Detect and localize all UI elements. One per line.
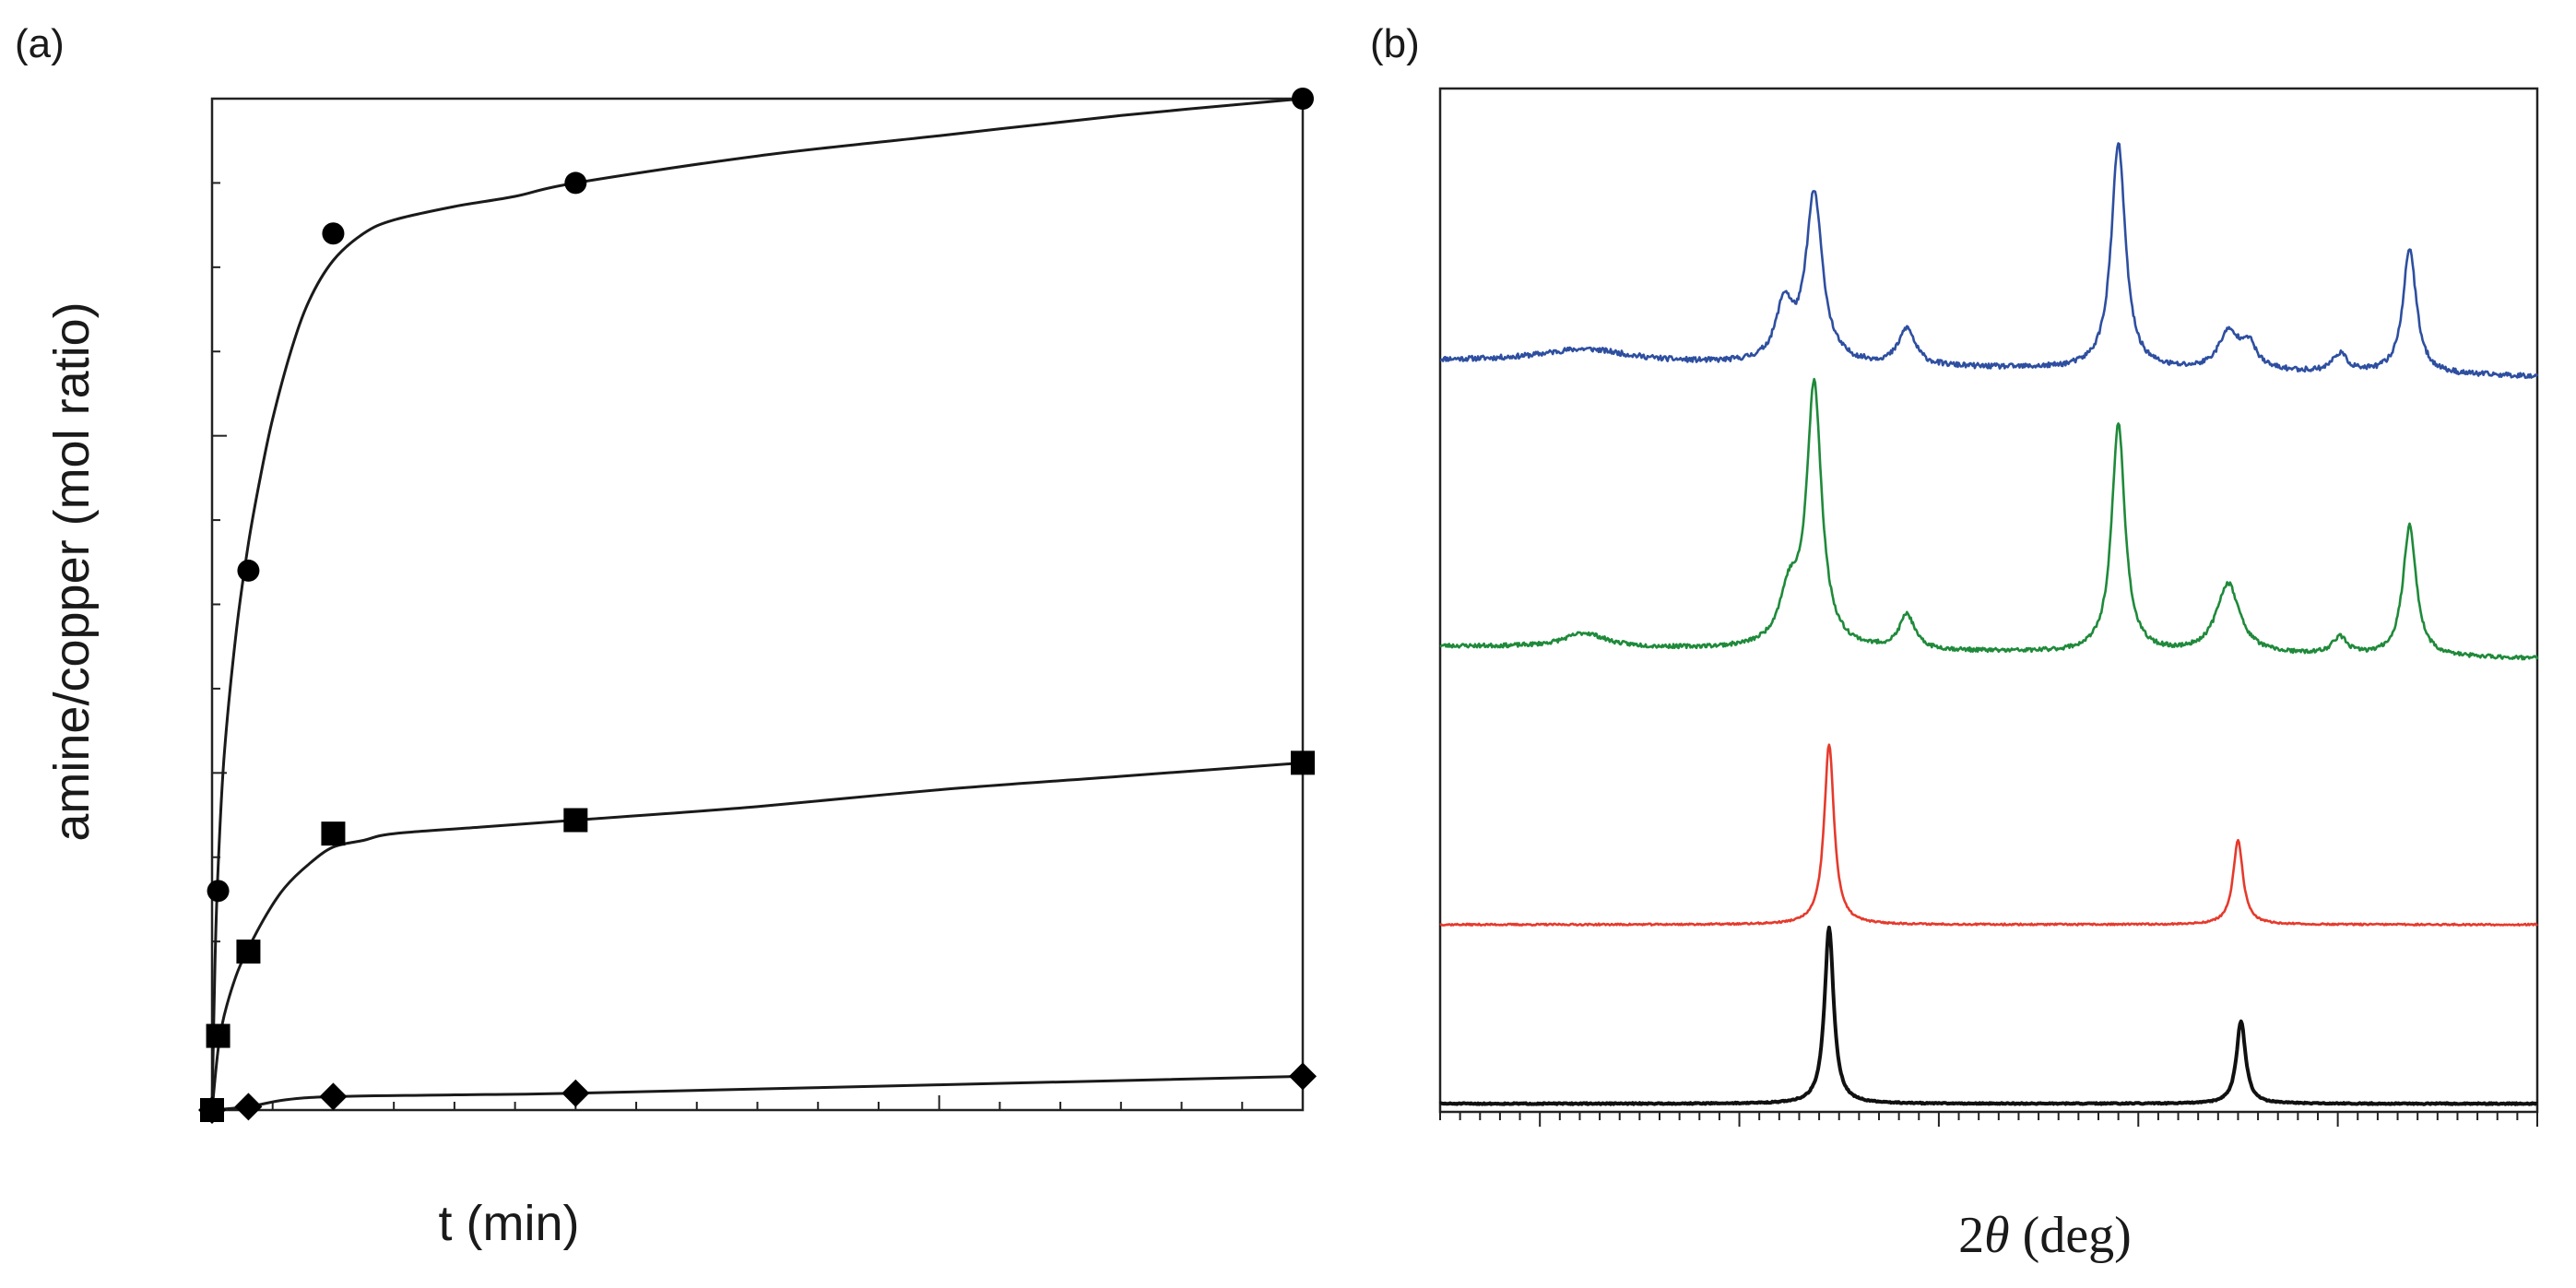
panel-a-y-axis-label: amine/copper (mol ratio)	[44, 301, 100, 841]
x-label-suffix: (deg)	[2010, 1207, 2132, 1264]
panel-a-frame-box	[210, 97, 1305, 1112]
circle-marker	[322, 222, 345, 245]
diamond-marker	[198, 1096, 226, 1124]
circle-marker	[564, 171, 587, 195]
diamond-marker	[234, 1093, 263, 1121]
pattern-blue-pattern	[1439, 142, 2539, 379]
diamond-marker	[319, 1082, 348, 1111]
fit-curve-squares	[210, 761, 1304, 1111]
panel-b-ticks	[1439, 1112, 2538, 1127]
square-marker	[206, 1023, 230, 1048]
panel-b-plot-frame	[1438, 87, 2539, 1114]
panel-b-label: (b)	[1370, 21, 1420, 66]
diamond-marker	[1289, 1062, 1317, 1091]
square-marker	[236, 939, 261, 964]
pattern-black-pattern	[1438, 926, 2538, 1106]
x-label-prefix: 2	[1958, 1207, 1984, 1264]
pattern-green-pattern	[1439, 377, 2539, 661]
panel-a-ticks	[211, 98, 1304, 1111]
panel-b: (b) 2θ (deg)	[1370, 21, 2539, 1264]
panel-a-fit-curves	[210, 97, 1304, 1112]
panel-a-plot-frame	[210, 97, 1305, 1112]
panel-b-frame-box	[1438, 87, 2539, 1114]
circle-marker	[237, 559, 260, 582]
circle-marker	[207, 880, 230, 903]
panel-a-label: (a)	[15, 21, 65, 66]
fit-curve-circles	[210, 97, 1304, 1111]
panel-b-patterns	[1438, 142, 2539, 1106]
circle-marker	[1292, 88, 1314, 110]
square-marker	[321, 821, 346, 846]
panel-b-x-axis-label: 2θ (deg)	[1958, 1207, 2132, 1264]
fit-curve-diamonds	[211, 1074, 1304, 1112]
panel-a-x-axis-label: t (min)	[439, 1196, 580, 1251]
pattern-red-pattern	[1439, 743, 2538, 927]
square-marker	[1291, 750, 1315, 775]
panel-a-data-markers	[198, 88, 1317, 1124]
theta-symbol: θ	[1984, 1207, 2010, 1264]
diamond-marker	[561, 1079, 590, 1107]
panel-a: (a) amine/copper (mol ratio) t (min)	[15, 21, 1317, 1251]
square-marker	[563, 808, 588, 833]
